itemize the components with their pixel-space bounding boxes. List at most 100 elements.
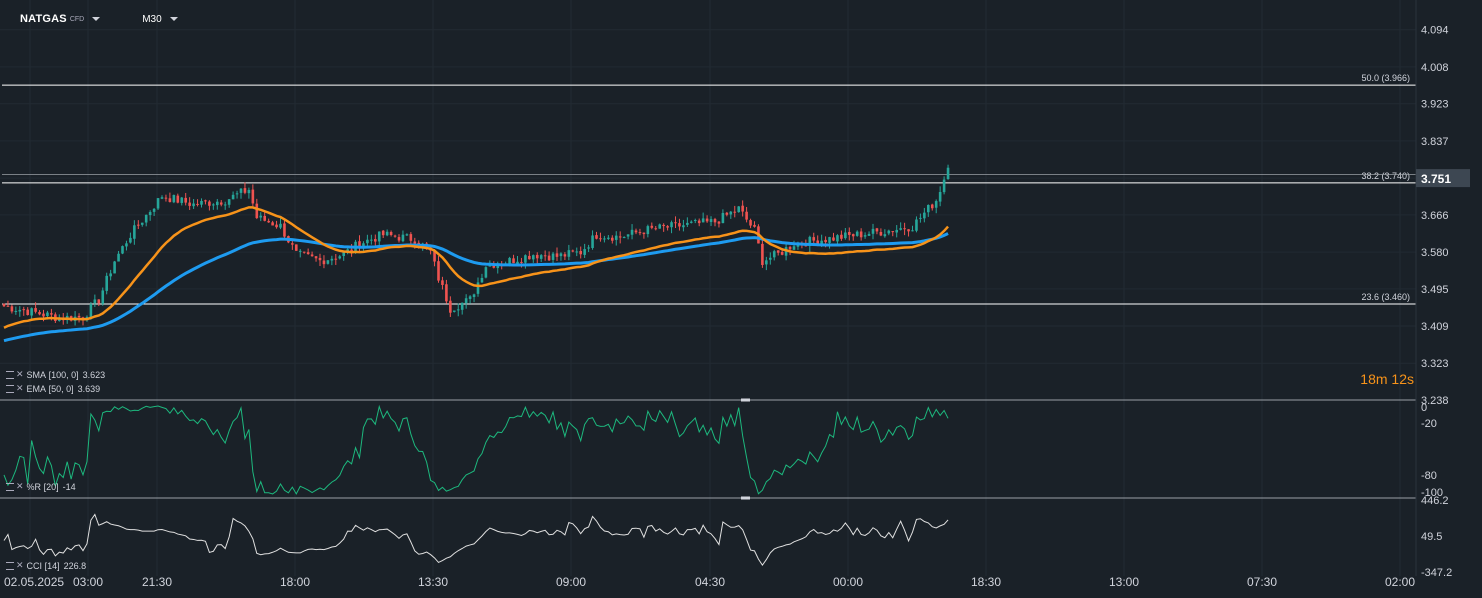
candle-body <box>148 212 152 216</box>
ema-line <box>3 206 949 329</box>
cci-tick-0: 446.2 <box>1421 495 1449 507</box>
candle-body <box>105 275 108 291</box>
candle-body <box>911 230 914 232</box>
candle-body <box>176 195 180 203</box>
candle-body <box>867 233 871 236</box>
candle-body <box>409 234 413 241</box>
candle-body <box>184 197 187 203</box>
wpr-label: %R <box>26 481 42 492</box>
price-tick-6: 3.580 <box>1421 247 1449 259</box>
candle-body <box>883 234 887 237</box>
candle-body <box>330 258 334 261</box>
close-icon[interactable]: ✕ <box>16 481 24 491</box>
candle-body <box>247 189 251 194</box>
settings-icon[interactable] <box>6 561 14 570</box>
candle-body <box>322 260 326 265</box>
candle-body <box>34 308 37 312</box>
candle-body <box>133 225 136 239</box>
candle-body <box>646 226 650 235</box>
candle-body <box>472 294 476 298</box>
wpr-tick-2: -80 <box>1421 470 1437 482</box>
price-tick-0: 4.094 <box>1421 25 1449 37</box>
candle-body <box>50 313 53 315</box>
candle-body <box>591 235 594 248</box>
sma-legend: ✕ SMA [100, 0] 3.623 <box>6 369 105 380</box>
candle-body <box>101 290 105 304</box>
candle-body <box>599 238 602 240</box>
candle-body <box>156 198 160 209</box>
close-icon[interactable]: ✕ <box>16 369 24 379</box>
candle-body <box>555 253 559 257</box>
candle-body <box>437 261 440 281</box>
candle-body <box>334 258 338 260</box>
candle-body <box>776 250 780 253</box>
candle-body <box>160 197 164 199</box>
candle-body <box>658 224 661 229</box>
candle-body <box>828 237 831 243</box>
candle-body <box>780 251 784 255</box>
candle-body <box>42 313 45 317</box>
candle-body <box>377 231 381 242</box>
candle-body <box>476 282 480 294</box>
candle-body <box>670 222 673 228</box>
candle-body <box>109 273 112 277</box>
indicator-panes <box>0 398 1416 567</box>
candle-body <box>855 231 859 236</box>
candle-body <box>46 312 49 317</box>
fib-label-0: 50.0 (3.966) <box>1361 73 1410 83</box>
candle-body <box>93 299 97 304</box>
candle-body <box>761 243 764 265</box>
pane-separator-2-handle[interactable] <box>741 496 750 500</box>
pane-separator-1-handle[interactable] <box>741 398 750 402</box>
wpr-params: [20] <box>43 481 59 492</box>
candle-body <box>524 255 527 263</box>
sma-label: SMA <box>26 369 47 380</box>
price-tick-2: 3.923 <box>1421 99 1449 111</box>
candle-body <box>575 251 579 253</box>
candle-body <box>164 197 168 199</box>
candle-body <box>318 257 322 261</box>
symbol-dropdown-icon[interactable] <box>92 17 101 21</box>
candle-body <box>875 228 879 232</box>
wpr-legend: ✕ %R [20] -14 <box>6 481 76 492</box>
candle-body <box>788 246 792 250</box>
cci-params: [14] <box>44 560 60 571</box>
candle-body <box>614 235 618 240</box>
close-icon[interactable]: ✕ <box>16 383 24 393</box>
candle-body <box>662 224 665 227</box>
time-label-1: 03:00 <box>73 575 103 589</box>
candle-body <box>563 254 567 257</box>
close-icon[interactable]: ✕ <box>16 560 24 570</box>
candle-body <box>650 225 654 228</box>
toolbar: NATGAS CFD M30 <box>20 10 178 28</box>
timer-minutes: 18 <box>1360 371 1376 387</box>
candle-body <box>603 238 606 240</box>
time-label-6: 04:30 <box>695 575 725 589</box>
candle-body <box>891 231 895 233</box>
candle-body <box>358 241 361 249</box>
candle-body <box>460 302 464 310</box>
candle-body <box>231 194 235 200</box>
settings-icon[interactable] <box>6 370 14 379</box>
candle-body <box>532 255 535 260</box>
settings-icon[interactable] <box>6 482 14 491</box>
candle-body <box>812 237 816 241</box>
time-label-8: 18:30 <box>971 575 1001 589</box>
timeframe-dropdown-icon[interactable] <box>169 17 178 21</box>
symbol-type: CFD <box>69 15 85 23</box>
time-label-0: 02.05.2025 <box>4 575 64 589</box>
candle-body <box>433 250 436 262</box>
candle-body <box>235 193 239 195</box>
timer-seconds: 12 <box>1391 371 1407 387</box>
candle-body <box>528 255 531 260</box>
fib-label-1: 38.2 (3.740) <box>1361 171 1410 181</box>
timeframe-selector[interactable]: M30 <box>142 13 162 25</box>
candle-body <box>291 243 294 245</box>
candle-body <box>30 308 33 316</box>
candle-body <box>535 254 539 259</box>
settings-icon[interactable] <box>6 384 14 393</box>
symbol-name[interactable]: NATGAS <box>20 13 67 25</box>
wpr-tick-0: 0 <box>1421 402 1427 414</box>
ema-value: 3.639 <box>77 383 101 394</box>
